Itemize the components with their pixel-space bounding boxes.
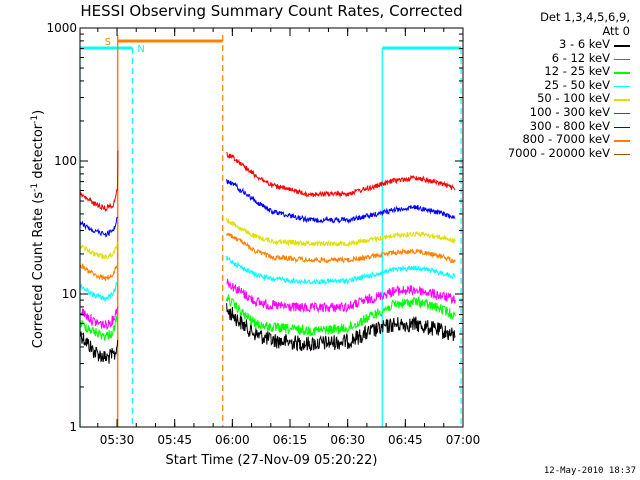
series-line <box>226 303 456 352</box>
legend: Det 1,3,4,5,6,9, Att 0 3 - 6 keV 6 - 12 k… <box>482 10 634 160</box>
legend-entry-label: 25 - 50 keV <box>544 77 610 92</box>
series-line <box>80 263 119 281</box>
x-tick-label: 06:15 <box>273 433 308 447</box>
x-tick-label: 06:00 <box>215 433 250 447</box>
legend-swatch <box>614 140 630 142</box>
y-tick-label: 1000 <box>46 21 77 35</box>
legend-entry-label: 3 - 6 keV <box>559 37 610 51</box>
legend-swatch <box>614 58 630 61</box>
series-line <box>80 241 119 260</box>
legend-entry: 12 - 25 keV <box>482 64 634 79</box>
legend-entry-label: 7000 - 20000 keV <box>507 145 610 160</box>
legend-swatch <box>614 45 630 47</box>
x-tick-label: 05:45 <box>157 433 192 447</box>
legend-entry: 50 - 100 keV <box>482 92 634 106</box>
series-line <box>226 179 456 225</box>
series-line <box>80 216 119 238</box>
legend-header-attenuator: Att 0 <box>602 24 630 38</box>
legend-entry: 6 - 12 keV <box>482 50 634 66</box>
series-line <box>226 256 456 286</box>
legend-header-detectors: Det 1,3,4,5,6,9, <box>540 10 630 24</box>
series-line <box>226 278 456 314</box>
legend-entry: 800 - 7000 keV <box>482 132 634 147</box>
legend-entry: 300 - 800 keV <box>482 118 634 134</box>
legend-swatch <box>614 153 630 156</box>
series-line <box>80 331 119 364</box>
x-tick-label: 05:30 <box>100 433 135 447</box>
legend-entry-label: 6 - 12 keV <box>551 50 610 65</box>
y-tick-label: 100 <box>54 154 77 168</box>
series-lines <box>80 150 456 364</box>
series-line <box>80 306 119 330</box>
legend-entry-label: 100 - 300 keV <box>529 104 610 119</box>
series-line <box>226 294 456 337</box>
legend-entry-label: 12 - 25 keV <box>544 64 610 79</box>
series-line <box>226 151 456 198</box>
legend-swatch <box>614 112 630 115</box>
night-label: N <box>137 44 144 55</box>
legend-entry-label: 300 - 800 keV <box>529 118 610 133</box>
legend-entry: 25 - 50 keV <box>482 77 634 93</box>
series-line <box>80 315 118 341</box>
series-line <box>226 217 456 248</box>
legend-entry-label: 50 - 100 keV <box>537 91 610 106</box>
chart-title: HESSI Observing Summary Count Rates, Cor… <box>80 2 463 20</box>
series-line <box>80 280 119 303</box>
legend-entry: 100 - 300 keV <box>482 104 634 120</box>
y-tick-label: 1 <box>69 420 77 434</box>
series-line <box>80 150 119 213</box>
legend-entry-label: 800 - 7000 keV <box>522 132 610 147</box>
annotation-bands: NS <box>79 35 462 427</box>
plot-frame <box>79 27 464 428</box>
axes: 1 10 100 1000 05:30 05:45 06:00 06:15 06:30 06:45… <box>46 21 480 447</box>
legend-swatch <box>614 72 630 74</box>
legend-swatch <box>614 126 630 129</box>
saa-label: S <box>105 37 111 48</box>
legend-entry: 7000 - 20000 keV <box>482 145 634 161</box>
legend-swatch <box>614 85 630 88</box>
series-line <box>226 232 456 264</box>
x-tick-label: 07:00 <box>446 433 481 447</box>
x-tick-label: 06:45 <box>388 433 423 447</box>
x-axis-label: Start Time (27-Nov-09 05:20:22) <box>165 453 378 468</box>
legend-swatch <box>614 99 630 101</box>
y-tick-label: 10 <box>62 287 77 301</box>
x-tick-label: 06:30 <box>330 433 365 447</box>
legend-rows: 3 - 6 keV 6 - 12 keV 12 - 25 keV 25 - 50 ke… <box>482 37 634 161</box>
plot-timestamp: 12-May-2010 18:37 <box>543 466 636 476</box>
legend-entry: 3 - 6 keV <box>482 37 634 52</box>
